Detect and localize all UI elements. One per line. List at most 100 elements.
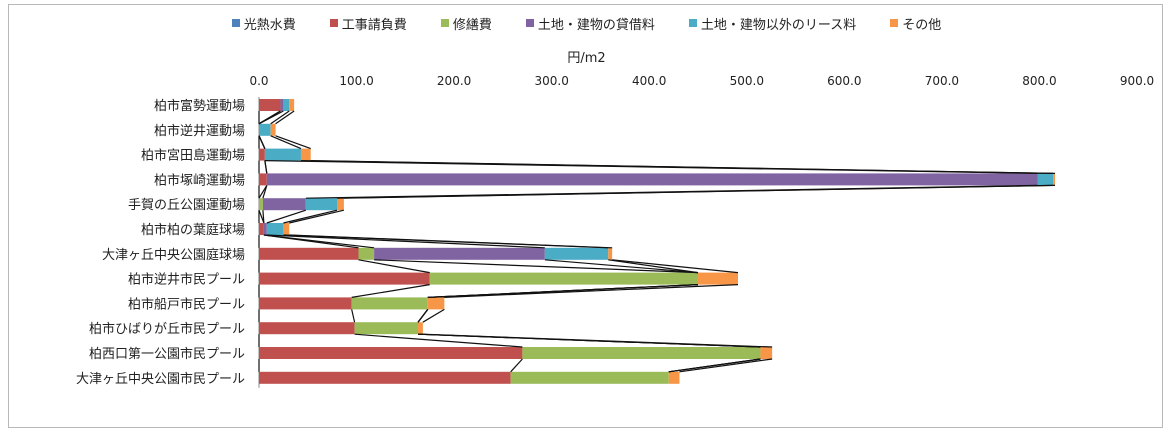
category-label: 手賀の丘公園運動場	[128, 198, 245, 213]
bar-segment	[259, 371, 511, 384]
category-label: 大津ヶ丘中央公園市民プール	[76, 371, 245, 387]
x-tick-label: 700.0	[925, 74, 959, 88]
legend-swatch	[231, 19, 240, 27]
category-label: 柏市富勢運動場	[154, 98, 245, 114]
bar-segment	[283, 99, 290, 111]
series-connector-line	[444, 284, 739, 298]
series-connector-line	[343, 184, 1056, 199]
series-connector-line	[608, 259, 699, 274]
bar-segment	[429, 272, 698, 285]
legend-label: その他	[902, 17, 942, 33]
legend-item: その他	[890, 14, 941, 33]
series-connector-line	[263, 234, 375, 249]
category-label: 柏西口第一公園市民プール	[89, 346, 245, 362]
bar-segment	[259, 347, 523, 359]
series-connector-line	[422, 308, 445, 323]
series-connector-line	[417, 309, 429, 323]
bar-segment	[259, 123, 271, 136]
series-connector-line	[270, 135, 302, 150]
series-connector-line	[275, 110, 295, 125]
bar-segment	[418, 322, 423, 335]
bar-segment	[374, 247, 545, 260]
legend-item: 修繕費	[440, 14, 492, 33]
category-label: 柏市ひばりが丘市民プール	[89, 321, 245, 337]
series-connector-line	[262, 185, 268, 199]
series-connector-line	[275, 135, 311, 150]
bar-segment	[259, 297, 352, 310]
x-tick-label: 100.0	[339, 74, 373, 88]
bar-segment	[305, 198, 338, 211]
legend-label: 土地・建物以外のリース料	[700, 17, 857, 33]
legend-item: 光熱水費	[231, 14, 296, 33]
bar-segment	[270, 123, 276, 136]
legend-swatch	[329, 19, 338, 27]
bar-segment	[354, 322, 419, 335]
legend-swatch	[525, 19, 534, 27]
bar-segment	[262, 198, 306, 211]
x-tick-label: 800.0	[1022, 74, 1056, 88]
bar-segment	[337, 198, 344, 211]
legend-label: 工事請負費	[341, 17, 407, 33]
category-label: 柏市船戸市民プール	[128, 296, 245, 312]
legend-item: 土地・建物以外のリース料	[688, 14, 857, 33]
bar-segment	[1053, 173, 1056, 186]
x-tick-label: 400.0	[632, 74, 666, 88]
category-label: 柏市塚崎運動場	[154, 172, 245, 188]
series-connector-line	[289, 234, 613, 249]
category-label: 柏市宮田島運動場	[141, 148, 245, 164]
bar-segment	[266, 223, 284, 235]
bar-segment	[668, 371, 680, 384]
legend-swatch	[688, 19, 697, 27]
legend-label: 修繕費	[452, 17, 492, 33]
legend: 光熱水費 工事請負費 修繕費 土地・建物の貸借料 土地・建物以外のリース料 その他	[9, 13, 1164, 33]
bar-segment	[259, 148, 265, 161]
x-tick-label: 200.0	[437, 74, 471, 88]
legend-swatch	[890, 19, 899, 27]
series-connector-line	[351, 284, 430, 298]
series-connector-line	[258, 110, 284, 125]
bar-segment	[259, 173, 267, 186]
series-connector-line	[258, 135, 266, 149]
bar-segment	[259, 99, 281, 111]
series-connector-line	[668, 358, 761, 373]
bar-segment	[358, 247, 375, 260]
bar-segment	[283, 223, 290, 235]
stacked-bar-chart: 0.0 100.0 200.0 300.0 400.0 500.0 600.0 700.0 80…	[76, 74, 1154, 388]
x-tick-label: 0.0	[249, 74, 268, 88]
bar-segment	[280, 99, 284, 111]
legend-item: 土地・建物の貸借料	[525, 14, 655, 33]
category-label: 柏市逆井市民プール	[128, 272, 245, 288]
bar-segment	[510, 371, 669, 384]
bar-segment	[698, 272, 738, 285]
category-label: 柏市柏の葉庭球場	[141, 222, 245, 238]
x-tick-label: 500.0	[730, 74, 764, 88]
series-connector-line	[262, 210, 265, 224]
series-connector-line	[422, 333, 773, 348]
axis-unit-label: 円/m2	[567, 51, 606, 66]
series-connector-line	[354, 333, 523, 348]
legend-label: 光熱水費	[243, 17, 296, 33]
series-connector-line	[351, 309, 356, 323]
x-tick-label: 900.0	[1120, 74, 1154, 88]
series-connector-line	[679, 358, 773, 373]
category-label: 大津ヶ丘中央公園庭球場	[102, 247, 245, 263]
series-connector-line	[258, 209, 265, 224]
bar-segment	[300, 148, 311, 161]
bar-segment	[259, 272, 430, 285]
bar-segment	[264, 148, 301, 161]
bar-segment	[1037, 173, 1054, 186]
legend-swatch	[440, 19, 449, 27]
bar-segment	[259, 247, 359, 260]
bar-segment	[259, 322, 355, 335]
series-connector-line	[264, 160, 268, 174]
x-tick-label: 600.0	[827, 74, 861, 88]
series-connector-line	[258, 185, 268, 199]
bar-segment	[266, 173, 1038, 186]
bar-segment	[263, 223, 267, 235]
legend-label: 土地・建物の貸借料	[537, 17, 655, 33]
chart-frame: 光熱水費 工事請負費 修繕費 土地・建物の貸借料 土地・建物以外のリース料 その他 円/m…	[8, 4, 1163, 428]
series-connector-line	[427, 284, 699, 298]
series-connector-line	[612, 259, 739, 274]
bar-segment	[351, 297, 428, 310]
legend-item: 工事請負費	[329, 14, 407, 33]
